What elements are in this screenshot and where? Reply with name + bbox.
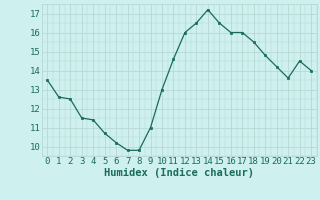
- X-axis label: Humidex (Indice chaleur): Humidex (Indice chaleur): [104, 168, 254, 178]
